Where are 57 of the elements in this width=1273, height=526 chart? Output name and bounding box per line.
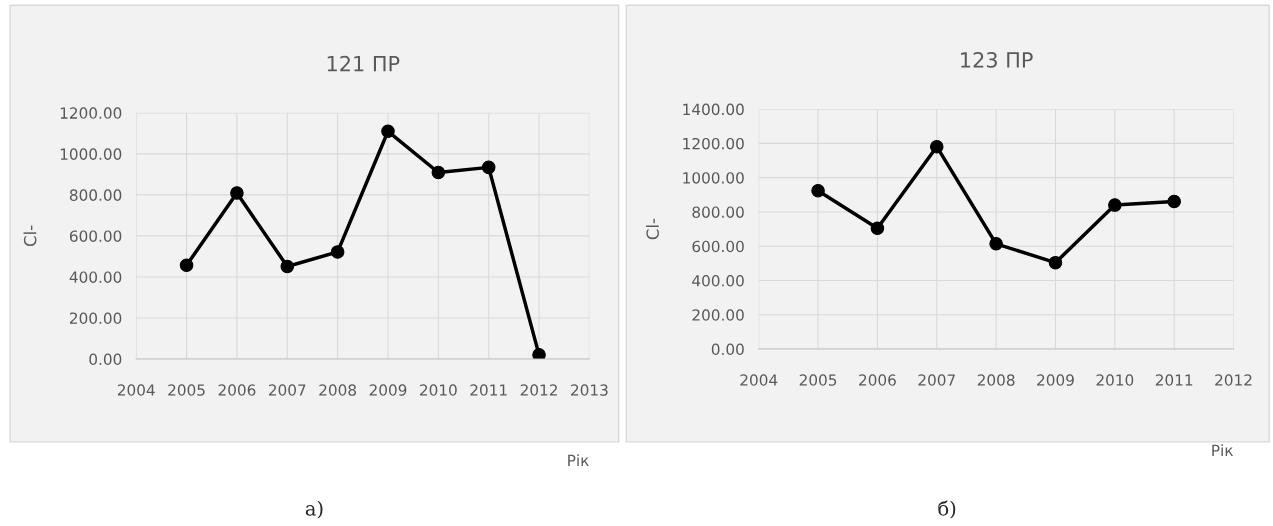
y-tick-label: 1400.00 [683,103,744,116]
x-tick-label: 2011 [1155,374,1193,386]
y-tick-label: 0.00 [711,343,744,356]
x-tick-label: 2005 [168,384,205,396]
x-axis-title: Рік [1212,444,1234,456]
x-tick-label: 2013 [571,384,608,396]
text: б) [938,500,956,519]
x-tick-label: 2005 [799,374,837,386]
x-tick-label: 2004 [117,384,155,396]
x-tick-label: 2011 [470,384,507,396]
point [870,221,885,235]
y-tick-label: 1200.00 [683,137,744,150]
x-tick-label: 2007 [268,384,306,396]
point [431,165,446,180]
y-tick-label: 200.00 [692,309,744,321]
x-tick-label: 2012 [1215,374,1252,386]
point [989,237,1003,251]
x-tick-label: 2010 [420,384,457,396]
x-tick-label: 2010 [1096,374,1134,386]
y-tick-label: 600.00 [692,240,744,253]
y-tick-label: 1000.00 [60,148,122,160]
x-tick-label: 2008 [319,384,357,396]
x-tick-label: 2012 [520,384,557,396]
y-tick-label: 1200.00 [60,107,122,119]
point [280,259,295,274]
point [532,348,546,359]
chart-title: 121 ПР [327,55,400,72]
x-tick-label: 2004 [740,374,778,386]
y-tick-label: 1000.00 [683,172,744,184]
y-axis-title: Cl- [23,225,37,247]
text: а) [305,500,323,519]
x-tick-label: 2009 [1037,374,1074,386]
x-tick-label: 2006 [218,384,256,396]
x-axis-title: Рік [568,454,589,466]
y-tick-label: 800.00 [692,206,744,218]
y-tick-label: 0.00 [89,353,122,366]
y-tick-label: 400.00 [692,274,744,287]
point [481,160,496,175]
point [330,245,345,259]
y-tick-label: 200.00 [69,312,122,324]
point [1048,255,1063,270]
x-tick-label: 2006 [859,374,896,386]
x-tick-label: 2008 [977,374,1015,386]
point [811,183,825,198]
y-tick-label: 800.00 [69,189,122,201]
point [1108,198,1122,212]
point [179,258,194,273]
y-tick-label: 600.00 [69,230,122,242]
x-tick-label: 2007 [918,374,955,386]
y-axis-title: Cl- [646,218,659,240]
point [230,186,244,200]
point [381,124,395,139]
point [930,139,944,154]
point [1167,194,1181,209]
chart-title: 123 ПР [961,52,1033,68]
y-tick-label: 400.00 [69,271,122,283]
x-tick-label: 2009 [369,384,407,396]
